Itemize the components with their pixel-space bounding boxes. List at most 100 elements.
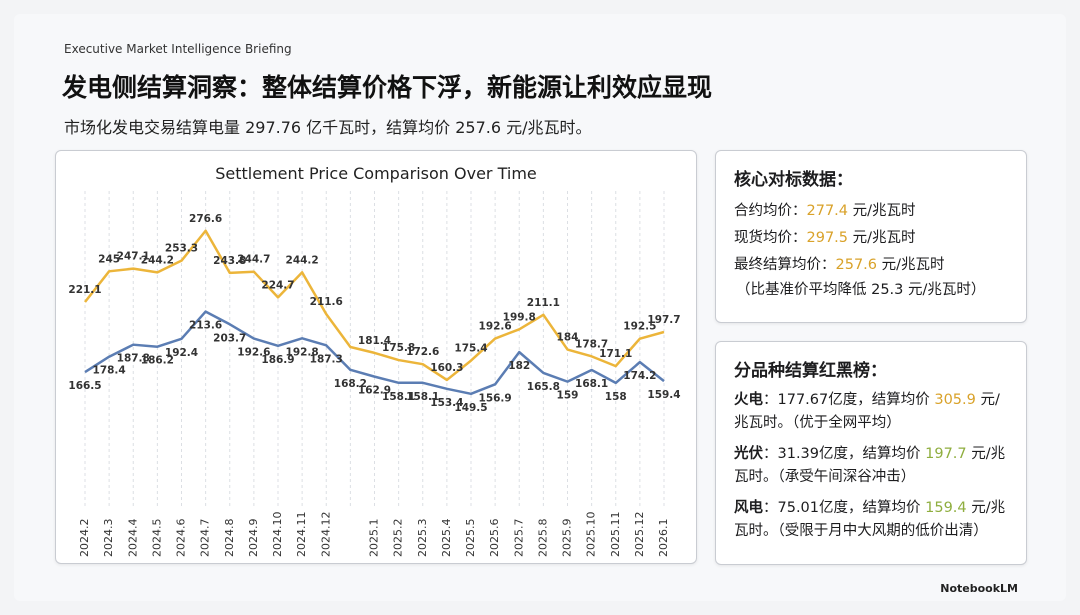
data-label: 244.2 [286, 254, 319, 266]
data-label: 244.2 [141, 254, 174, 266]
ranking-list: 火电：177.67亿度，结算均价 305.9 元/兆瓦时。（优于全网平均） 光伏：… [716, 389, 1026, 543]
ranking-panel: 分品种结算红黑榜： 火电：177.67亿度，结算均价 305.9 元/兆瓦时。（… [715, 341, 1027, 565]
data-label: 175.8 [382, 342, 415, 354]
benchmark-value: 277.4 [806, 203, 849, 219]
data-label: 165.8 [527, 381, 560, 393]
data-label: 186.9 [261, 354, 294, 366]
ranking-name: 光伏 [734, 446, 763, 462]
benchmark-row: 最终结算均价：257.6 元/兆瓦时 [734, 252, 1026, 279]
x-tick-label: 2025.1 [368, 519, 381, 558]
data-label: 175.4 [454, 343, 487, 355]
benchmark-row: 合约均价：277.4 元/兆瓦时 [734, 198, 1026, 225]
data-label: 244.7 [237, 254, 270, 266]
x-tick-label: 2024.2 [78, 519, 91, 558]
benchmark-unit: 元/兆瓦时 [852, 230, 916, 246]
benchmark-value: 297.5 [806, 230, 849, 246]
data-label: 187.3 [310, 353, 343, 365]
x-tick-label: 2025.2 [392, 519, 405, 558]
data-label: 168.1 [575, 378, 608, 390]
x-tick-label: 2025.11 [609, 512, 622, 558]
series-line [84, 310, 665, 396]
x-tick-label: 2024.10 [271, 512, 284, 558]
data-label: 213.6 [189, 320, 222, 332]
data-label: 162.9 [358, 385, 391, 397]
x-tick-label: 2025.3 [416, 519, 429, 558]
data-label: 166.5 [68, 380, 101, 392]
x-tick-label: 2024.7 [199, 519, 212, 558]
data-label: 211.1 [527, 297, 560, 309]
data-label: 182 [508, 360, 530, 372]
eyebrow: Executive Market Intelligence Briefing [64, 42, 292, 56]
x-tick-label: 2025.4 [440, 519, 453, 558]
data-label: 192.6 [237, 347, 270, 359]
data-label: 171.1 [599, 348, 632, 360]
ranking-name: 风电 [734, 500, 763, 516]
ranking-row: 光伏：31.39亿度，结算均价 197.7 元/兆瓦时。（承受午间深谷冲击） [734, 443, 1012, 489]
x-tick-label: 2025.8 [536, 519, 549, 558]
data-label: 197.7 [647, 314, 680, 326]
x-tick-label: 2024.5 [150, 519, 163, 558]
data-label: 174.2 [623, 370, 656, 382]
ranking-text: 元/兆瓦时。（承受午间深谷冲击） [734, 446, 1006, 485]
benchmark-row: 现货均价：297.5 元/兆瓦时 [734, 225, 1026, 252]
benchmark-label: 合约均价： [734, 203, 807, 219]
x-tick-label: 2025.6 [488, 519, 501, 558]
benchmark-label: 最终结算均价： [734, 257, 836, 273]
data-label: 187.8 [117, 353, 150, 365]
data-label: 211.6 [310, 296, 343, 308]
data-label: 253.3 [165, 243, 198, 255]
x-tick-label: 2025.7 [512, 519, 525, 558]
benchmark-unit: 元/兆瓦时 [852, 203, 916, 219]
data-label: 159.4 [647, 389, 680, 401]
data-label: 192.8 [286, 346, 319, 358]
series-line [84, 229, 665, 382]
ranking-value: 197.7 [925, 446, 967, 462]
ranking-value: 305.9 [934, 392, 976, 408]
data-label: 199.8 [503, 311, 536, 323]
data-label: 245 [98, 253, 120, 265]
x-tick-label: 2025.12 [633, 512, 646, 558]
x-tick-label: 2024.12 [319, 512, 332, 558]
benchmark-value: 257.6 [835, 257, 878, 273]
data-label: 172.6 [406, 346, 439, 358]
data-label: 168.2 [334, 378, 367, 390]
data-label: 192.6 [479, 321, 512, 333]
data-label: 203.7 [213, 332, 246, 344]
ranking-row: 风电：75.01亿度，结算均价 159.4 元/兆瓦时。（受限于月中大风期的低价… [734, 497, 1012, 543]
panel-title: 核心对标数据： [734, 170, 853, 190]
ranking-text: ：177.67亿度，结算均价 [763, 392, 935, 408]
data-label: 159 [557, 390, 579, 402]
data-label: 160.3 [430, 362, 463, 374]
benchmark-label: 现货均价： [734, 230, 807, 246]
ranking-name: 火电 [734, 392, 763, 408]
data-label: 184 [557, 332, 579, 344]
x-tick-label: 2025.9 [561, 519, 574, 558]
data-label: 192.4 [165, 347, 198, 359]
ranking-text: ：31.39亿度，结算均价 [763, 446, 926, 462]
benchmark-note: （比基准价平均降低 25.3 元/兆瓦时） [736, 282, 986, 298]
data-label: 158.1 [406, 391, 439, 403]
ranking-text: ：75.01亿度，结算均价 [763, 500, 926, 516]
data-label: 181.4 [358, 335, 391, 347]
data-label: 243.8 [213, 255, 246, 267]
x-tick-label: 2024.8 [223, 519, 236, 558]
data-label: 221.1 [68, 284, 101, 296]
brand: NotebookLM [940, 582, 1018, 595]
ranking-row: 火电：177.67亿度，结算均价 305.9 元/兆瓦时。（优于全网平均） [734, 389, 1012, 435]
x-tick-label: 2025.5 [464, 519, 477, 558]
data-label: 276.6 [189, 213, 222, 225]
data-label: 186.2 [141, 355, 174, 367]
data-label: 158 [605, 391, 627, 403]
data-label: 149.5 [454, 402, 487, 414]
ranking-value: 159.4 [925, 500, 967, 516]
subtitle: 市场化发电交易结算电量 297.76 亿千瓦时，结算均价 257.6 元/兆瓦时… [64, 118, 592, 137]
data-label: 247.1 [117, 251, 150, 263]
x-tick-label: 2024.4 [126, 519, 139, 558]
x-tick-label: 2024.9 [247, 519, 260, 558]
panel-title: 分品种结算红黑榜： [734, 361, 887, 381]
data-label: 178.7 [575, 338, 608, 350]
slide-title: 发电侧结算洞察：整体结算价格下浮，新能源让利效应显现 [62, 73, 713, 102]
chart-title: Settlement Price Comparison Over Time [215, 164, 537, 183]
data-label: 158.1 [382, 391, 415, 403]
